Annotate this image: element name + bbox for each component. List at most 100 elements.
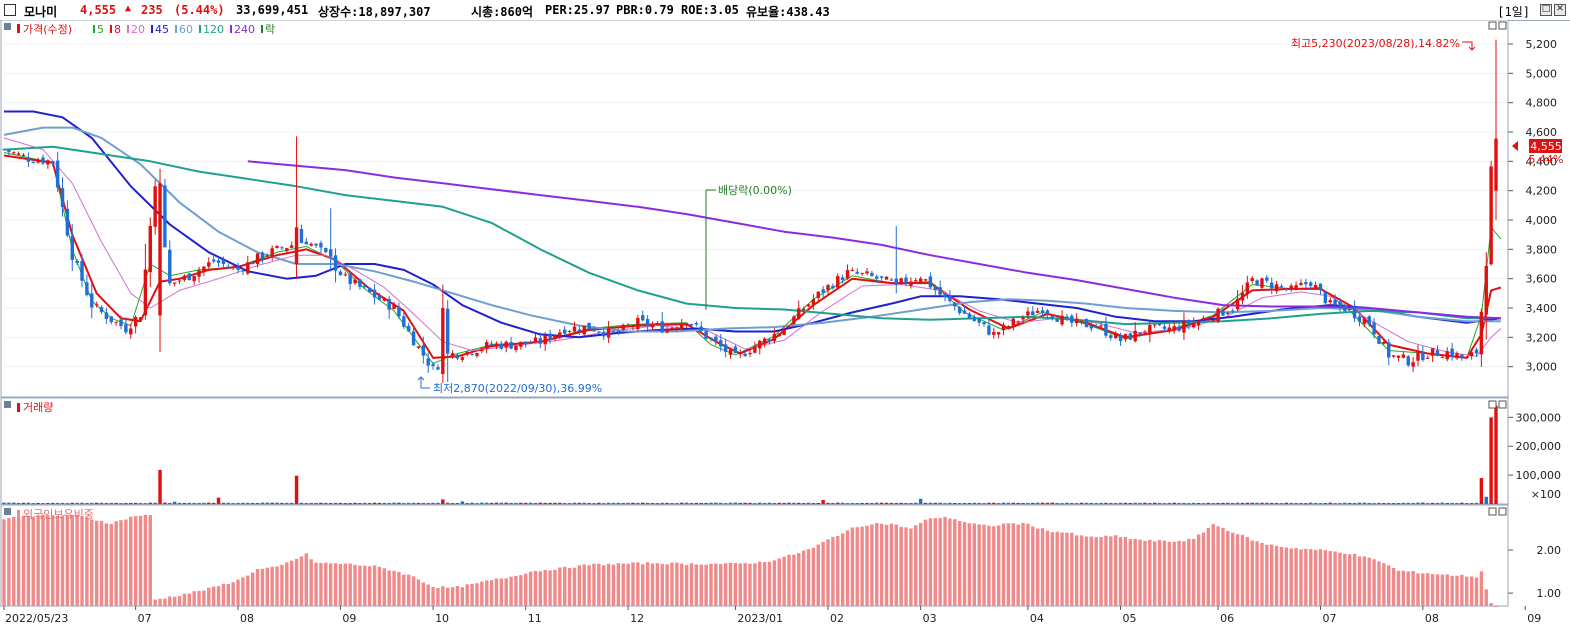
price-pane[interactable]: [0, 20, 1509, 398]
volume-bar: [1250, 502, 1254, 504]
foreign-bar: [1260, 543, 1264, 606]
volume-bar: [1040, 502, 1045, 504]
volume-bar: [124, 503, 128, 505]
volume-bar: [187, 502, 191, 504]
close-icon[interactable]: ✕: [1554, 4, 1566, 16]
foreign-bar: [1031, 526, 1035, 606]
volume-bar: [65, 503, 70, 505]
foreign-bar: [1123, 537, 1128, 606]
volume-bar: [836, 502, 840, 504]
foreign-bar: [436, 587, 440, 606]
candle-body: [192, 276, 196, 282]
foreign-bar: [470, 583, 474, 606]
price-pane-minimize-icon[interactable]: [1488, 21, 1497, 30]
volume-bar: [1309, 502, 1313, 504]
volume-bar: [31, 503, 35, 505]
candle-body: [338, 271, 343, 276]
candle-body: [109, 316, 113, 323]
candle-body: [1157, 323, 1162, 326]
period-selector[interactable]: [1일]: [1497, 5, 1530, 19]
volume-bar: [1333, 503, 1337, 505]
foreign-bar: [621, 563, 625, 606]
foreign-bar: [816, 544, 820, 606]
volume-bar: [226, 502, 230, 504]
volume-bar: [850, 503, 855, 505]
volume-bar: [16, 502, 21, 504]
volume-bar: [660, 502, 664, 504]
volume-bar: [397, 502, 401, 504]
candle-body: [1274, 284, 1279, 292]
price-pane-menu-icon[interactable]: [4, 23, 11, 30]
foreign-bar: [923, 519, 928, 606]
candle-body: [860, 272, 864, 274]
foreign-bar: [1177, 540, 1181, 606]
foreign-bar: [260, 568, 265, 606]
foreign-bar: [168, 596, 172, 606]
foreign-pane-buttons: [1488, 507, 1507, 516]
volume-bar: [597, 502, 601, 504]
candle-body: [138, 317, 143, 320]
trading-volume: 33,699,451: [236, 3, 309, 17]
volume-bar: [743, 502, 747, 504]
volume-pane-minimize-icon[interactable]: [1488, 400, 1497, 409]
volume-bar: [948, 502, 952, 504]
volume-bar: [992, 502, 996, 504]
legend-swatch-icon: [175, 25, 177, 33]
stock-chart[interactable]: 3,000 3,200 3,400 3,600 3,800 4,000 4,200 4,400…: [0, 20, 1570, 629]
candle-body: [153, 186, 157, 227]
volume-bar: [285, 502, 289, 504]
x-tick-label: 07: [1322, 612, 1336, 625]
candle-body: [1455, 353, 1459, 359]
volume-bar: [484, 502, 489, 504]
volume-pane[interactable]: [0, 397, 1509, 505]
foreign-bar: [1469, 576, 1474, 606]
stock-name[interactable]: 모나미: [24, 5, 58, 19]
volume-bar: [826, 502, 830, 504]
foreign-pane-close-icon[interactable]: [1498, 507, 1507, 516]
volume-pane-menu-icon[interactable]: [4, 401, 11, 408]
foreign-bar: [904, 527, 908, 606]
candle-body: [733, 346, 738, 353]
volume-bar: [392, 502, 396, 504]
foreign-bar: [143, 514, 148, 606]
volume-tick-label: 300,000: [1516, 411, 1562, 424]
foreign-bar: [1430, 574, 1435, 606]
candle-body: [582, 325, 586, 335]
foreign-pane-menu-icon[interactable]: [4, 508, 11, 515]
price-pane-close-icon[interactable]: [1498, 21, 1507, 30]
candle-body: [1162, 326, 1167, 329]
candle-body: [972, 317, 976, 321]
volume-bar: [528, 502, 533, 504]
volume-bar: [1284, 502, 1289, 504]
volume-bar: [197, 502, 201, 504]
foreign-bar: [1143, 540, 1147, 606]
candle-body: [70, 235, 74, 260]
volume-bar: [41, 502, 45, 504]
foreign-bar: [1494, 606, 1498, 608]
volume-pane-close-icon[interactable]: [1498, 400, 1507, 409]
candle-body: [1201, 318, 1206, 320]
select-checkbox[interactable]: [4, 4, 16, 16]
foreign-bar: [972, 523, 976, 606]
volume-bar: [172, 501, 177, 504]
price-tick-label: 3,000: [1526, 361, 1558, 374]
volume-bar: [577, 502, 582, 504]
foreign-bar: [728, 562, 733, 606]
ma-20-line: [3, 137, 1502, 357]
foreign-bar: [987, 525, 991, 606]
foreign-bar: [207, 587, 211, 606]
foreign-pane-minimize-icon[interactable]: [1488, 507, 1497, 516]
volume-bar: [192, 502, 196, 504]
volume-bar: [1265, 502, 1269, 504]
candle-body: [1435, 350, 1440, 357]
volume-bar: [621, 503, 625, 505]
candle-body: [494, 343, 499, 346]
candle-body: [777, 333, 781, 337]
candle-body: [816, 291, 820, 298]
restore-icon[interactable]: □: [1540, 4, 1552, 16]
candle-body: [689, 324, 694, 326]
ex-dividend-marker: 배당락(0.00%): [705, 184, 792, 310]
candle-body: [333, 255, 338, 271]
foreign-bar: [884, 524, 889, 606]
volume-bar: [1035, 502, 1040, 504]
